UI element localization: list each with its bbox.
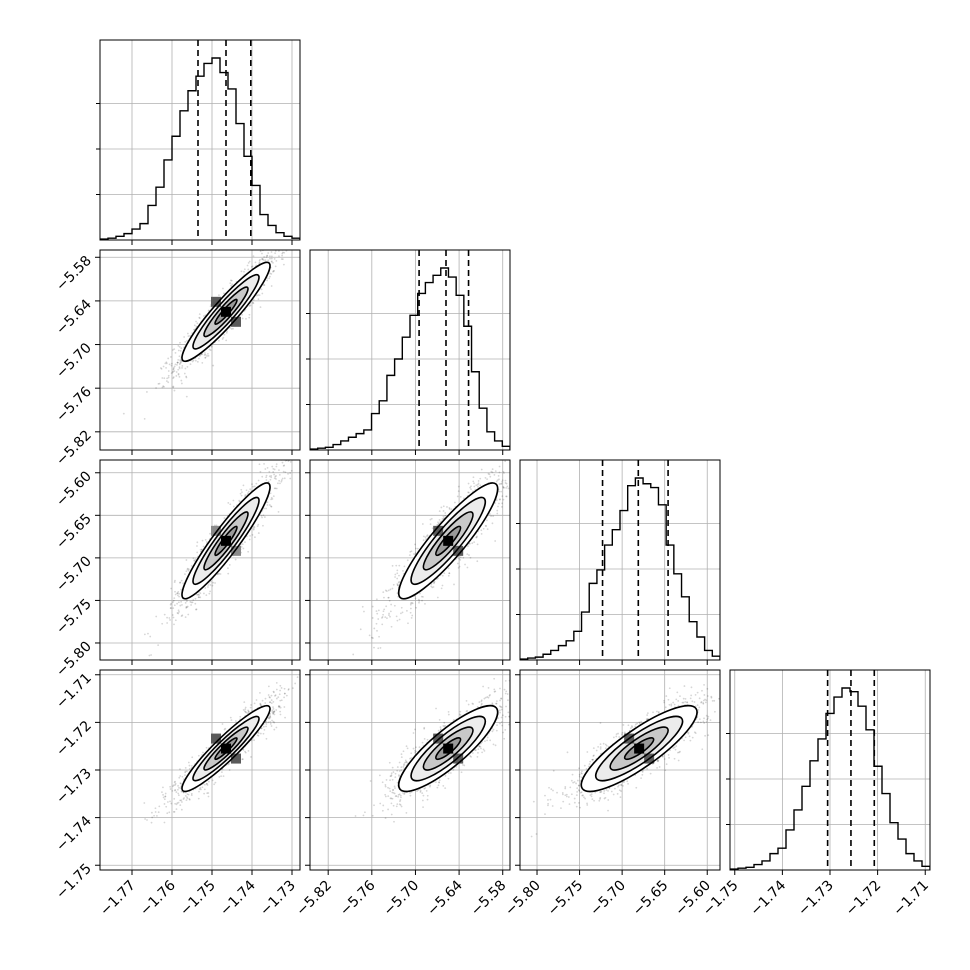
panel-frame xyxy=(519,669,721,871)
contour-2-1-1 xyxy=(422,511,474,571)
scatter-panel-2-0: −5.80−5.75−5.70−5.65−5.60 xyxy=(53,459,301,680)
panel-frame xyxy=(99,459,301,661)
contour-3-2-1 xyxy=(609,726,669,771)
y-tick-label-1-2: −5.70 xyxy=(53,340,95,382)
contour-2-1-3 xyxy=(397,482,499,600)
histogram-panel-3: −1.75 −1.74 −1.73 −1.72 −1.71 xyxy=(700,669,932,920)
histogram-line-2 xyxy=(520,477,720,660)
contour-3-2-0 xyxy=(623,737,655,761)
density-core-3-1 xyxy=(433,733,464,764)
scatter-panel-3-0: −1.75−1.74−1.73−1.72−1.71−1.77−1.76−1.75… xyxy=(53,669,301,920)
y-tick-label-1-3: −5.64 xyxy=(53,296,95,338)
contour-3-2-3 xyxy=(580,704,698,793)
y-tick-label-1-0: −5.82 xyxy=(53,427,95,469)
y-tick-label-2-0: −5.80 xyxy=(53,638,95,680)
histogram-panel-0 xyxy=(96,39,301,245)
histogram-line-3 xyxy=(730,687,930,870)
density-core-2-1 xyxy=(433,525,464,556)
contour-2-0-0 xyxy=(214,525,238,557)
panel-frame xyxy=(99,669,301,871)
panel-frame xyxy=(99,249,301,451)
contour-3-1-1 xyxy=(422,726,474,771)
contour-3-1-3 xyxy=(397,704,499,793)
contour-3-1-0 xyxy=(435,737,462,761)
contour-3-0-1 xyxy=(203,726,249,771)
x-tick-label-3-1: −1.74 xyxy=(748,877,790,919)
x-tick-label-2-0: −5.80 xyxy=(502,878,544,920)
y-tick-label-3-2: −1.73 xyxy=(53,766,95,808)
y-tick-label-2-3: −5.65 xyxy=(53,511,95,553)
x-tick-label-3-2: −1.73 xyxy=(795,878,837,920)
scatter-panel-2-1 xyxy=(305,459,511,665)
panel-frame xyxy=(309,249,511,451)
y-tick-label-2-4: −5.60 xyxy=(53,468,95,510)
panel-frame xyxy=(309,459,511,661)
x-tick-label-0-0: −1.77 xyxy=(97,878,139,920)
scatter-panel-3-1: −5.82 −5.76 −5.70 −5.64 −5.58 xyxy=(293,669,511,920)
x-tick-label-2-2: −5.70 xyxy=(587,878,629,920)
contour-1-0-2 xyxy=(192,273,260,350)
x-tick-label-0-3: −1.74 xyxy=(217,877,259,919)
y-tick-label-3-1: −1.74 xyxy=(53,813,95,855)
histogram-line-0 xyxy=(100,57,300,240)
x-tick-label-1-2: −5.70 xyxy=(381,878,423,920)
density-core-1-0 xyxy=(211,296,241,327)
histogram-line-1 xyxy=(310,267,510,450)
x-tick-label-3-3: −1.72 xyxy=(843,878,885,920)
contour-3-0-0 xyxy=(214,737,238,761)
histogram-panel-2 xyxy=(516,459,721,665)
contour-2-0-2 xyxy=(192,496,260,586)
x-tick-label-0-4: −1.73 xyxy=(257,878,299,920)
panel-frame xyxy=(99,39,301,241)
panel-frame xyxy=(309,669,511,871)
contour-3-1-2 xyxy=(410,715,487,782)
contour-2-1-2 xyxy=(410,496,487,586)
x-tick-label-2-3: −5.65 xyxy=(630,878,672,920)
contour-3-0-2 xyxy=(192,715,260,782)
contour-1-0-1 xyxy=(203,286,249,338)
density-core-3-0 xyxy=(211,733,241,764)
y-tick-label-3-0: −1.75 xyxy=(53,861,95,903)
y-tick-label-2-2: −5.70 xyxy=(53,553,95,595)
y-tick-label-3-4: −1.71 xyxy=(53,670,95,712)
contour-3-2-2 xyxy=(594,715,684,782)
x-tick-label-1-1: −5.76 xyxy=(337,877,379,919)
panel-frame xyxy=(519,459,721,661)
x-tick-label-1-4: −5.58 xyxy=(468,878,510,920)
x-tick-label-2-1: −5.75 xyxy=(545,878,587,920)
contour-2-1-0 xyxy=(435,525,462,557)
y-tick-label-1-1: −5.76 xyxy=(53,384,95,426)
y-tick-label-2-1: −5.75 xyxy=(53,596,95,638)
x-tick-label-0-2: −1.75 xyxy=(177,878,219,920)
density-core-2-0 xyxy=(211,525,241,556)
contour-1-0-3 xyxy=(181,261,271,363)
scatter-panel-1-0: −5.82−5.76−5.70−5.64−5.58 xyxy=(53,249,301,469)
contour-3-0-3 xyxy=(181,704,271,793)
x-tick-label-1-3: −5.64 xyxy=(424,877,466,919)
contour-2-0-3 xyxy=(181,482,271,600)
x-tick-label-1-0: −5.82 xyxy=(293,878,335,920)
contour-1-0-0 xyxy=(214,298,238,325)
contour-2-0-1 xyxy=(203,511,249,571)
histogram-panel-1 xyxy=(306,249,511,455)
y-tick-label-3-3: −1.72 xyxy=(53,718,95,760)
scatter-panel-3-2: −5.80 −5.75 −5.70 −5.65 −5.60 xyxy=(502,669,721,920)
x-tick-label-3-4: −1.71 xyxy=(890,878,932,920)
x-tick-label-0-1: −1.76 xyxy=(137,877,179,919)
y-tick-label-1-4: −5.58 xyxy=(53,253,95,295)
